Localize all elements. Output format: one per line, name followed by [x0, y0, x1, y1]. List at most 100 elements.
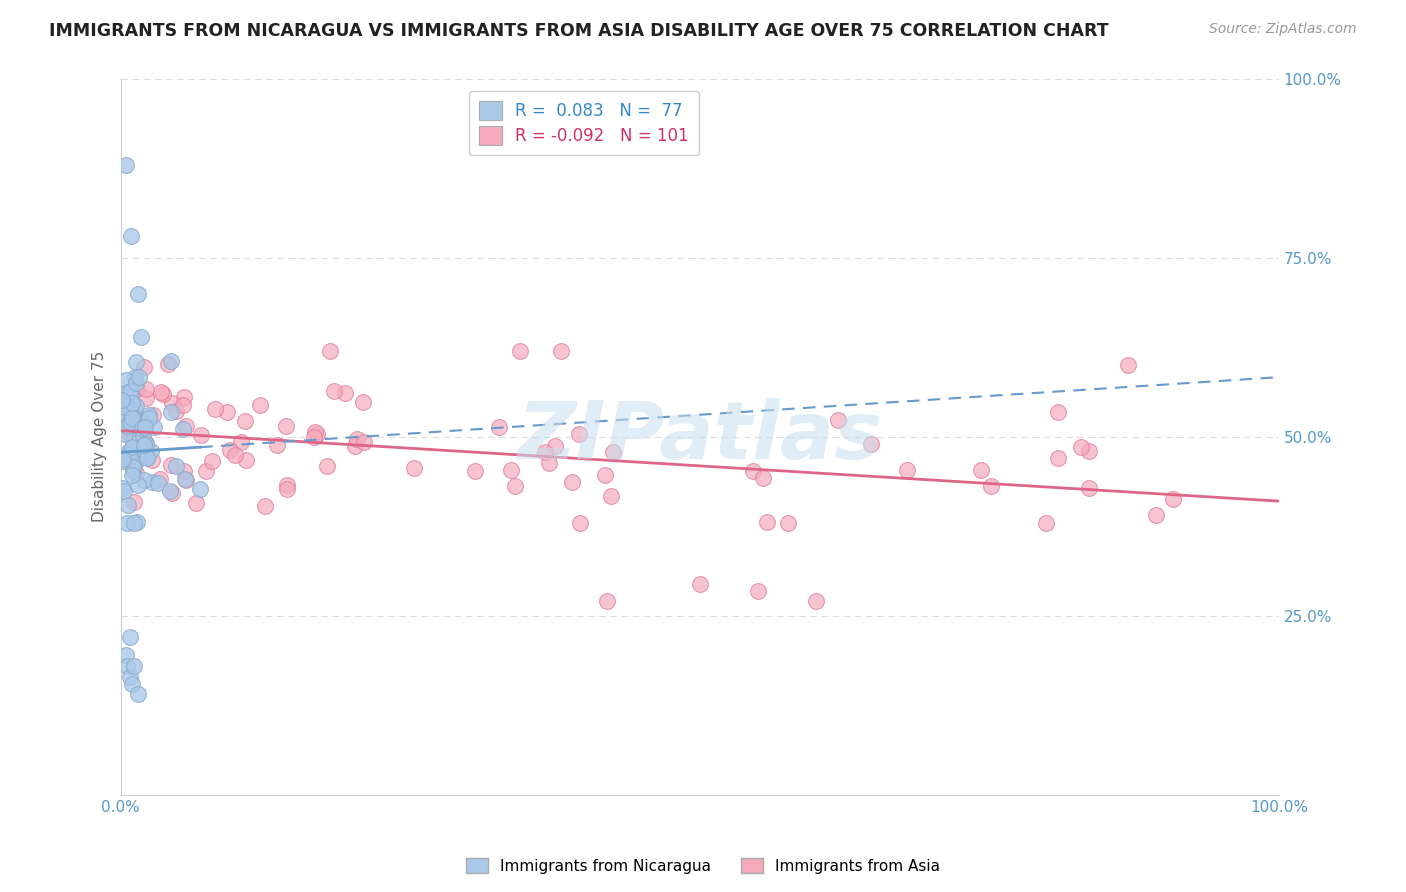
Point: [115, 386, 138, 401]
Point: [115, 424, 138, 438]
Point: [115, 516, 138, 530]
Point: [114, 427, 136, 442]
Text: IMMIGRANTS FROM NICARAGUA VS IMMIGRANTS FROM ASIA DISABILITY AGE OVER 75 CORRELA: IMMIGRANTS FROM NICARAGUA VS IMMIGRANTS …: [49, 22, 1109, 40]
Point: [776, 516, 799, 530]
Point: [134, 420, 156, 434]
Point: [117, 498, 139, 512]
Point: [121, 403, 143, 417]
Point: [115, 158, 138, 172]
Point: [149, 472, 172, 486]
Point: [159, 483, 181, 498]
Point: [149, 385, 172, 400]
Point: [276, 483, 298, 497]
Point: [125, 466, 148, 480]
Point: [742, 464, 765, 478]
Point: [353, 435, 375, 450]
Point: [217, 405, 239, 419]
Point: [112, 484, 135, 499]
Point: [756, 515, 779, 529]
Point: [127, 382, 149, 396]
Point: [135, 392, 157, 406]
Point: [152, 386, 174, 401]
Point: [593, 468, 616, 483]
Point: [1118, 358, 1140, 372]
Point: [1046, 405, 1069, 419]
Point: [124, 403, 146, 417]
Point: [117, 453, 139, 467]
Point: [176, 418, 198, 433]
Point: [569, 516, 592, 530]
Point: [142, 408, 165, 422]
Point: [488, 420, 510, 434]
Point: [118, 415, 141, 429]
Point: [219, 442, 242, 457]
Point: [115, 400, 138, 414]
Point: [125, 355, 148, 369]
Point: [121, 677, 143, 691]
Point: [118, 401, 141, 416]
Point: [111, 412, 134, 426]
Point: [128, 451, 150, 466]
Point: [120, 389, 142, 403]
Point: [859, 437, 882, 451]
Point: [499, 463, 522, 477]
Point: [201, 454, 224, 468]
Point: [172, 422, 194, 436]
Point: [122, 434, 145, 449]
Point: [302, 430, 325, 444]
Point: [561, 475, 583, 490]
Point: [404, 461, 426, 475]
Point: [121, 429, 143, 443]
Point: [1077, 444, 1099, 458]
Point: [1035, 516, 1057, 530]
Point: [159, 405, 181, 419]
Point: [121, 464, 143, 478]
Point: [550, 343, 572, 358]
Point: [505, 479, 527, 493]
Point: [143, 420, 166, 434]
Point: [464, 464, 486, 478]
Point: [537, 456, 560, 470]
Point: [138, 408, 160, 422]
Point: [174, 472, 197, 486]
Point: [121, 410, 143, 425]
Point: [224, 448, 246, 462]
Text: Source: ZipAtlas.com: Source: ZipAtlas.com: [1209, 22, 1357, 37]
Point: [533, 444, 555, 458]
Point: [111, 454, 134, 468]
Point: [117, 444, 139, 458]
Point: [804, 594, 827, 608]
Point: [111, 481, 134, 495]
Point: [124, 369, 146, 384]
Point: [124, 658, 146, 673]
Point: [172, 398, 194, 412]
Point: [195, 464, 218, 478]
Point: [188, 482, 211, 496]
Point: [1077, 481, 1099, 495]
Point: [235, 453, 257, 467]
Point: [134, 416, 156, 430]
Point: [122, 494, 145, 508]
Point: [115, 648, 138, 662]
Point: [120, 384, 142, 399]
Point: [122, 410, 145, 425]
Point: [141, 475, 163, 490]
Point: [322, 384, 344, 399]
Point: [138, 411, 160, 425]
Point: [117, 419, 139, 434]
Point: [128, 369, 150, 384]
Point: [266, 438, 288, 452]
Point: [346, 432, 368, 446]
Point: [121, 468, 143, 483]
Point: [896, 463, 918, 477]
Point: [134, 438, 156, 452]
Point: [118, 670, 141, 684]
Legend: Immigrants from Nicaragua, Immigrants from Asia: Immigrants from Nicaragua, Immigrants fr…: [460, 852, 946, 880]
Point: [125, 399, 148, 413]
Point: [122, 460, 145, 475]
Point: [124, 428, 146, 442]
Point: [120, 419, 142, 434]
Point: [229, 434, 252, 449]
Point: [125, 376, 148, 391]
Point: [148, 476, 170, 491]
